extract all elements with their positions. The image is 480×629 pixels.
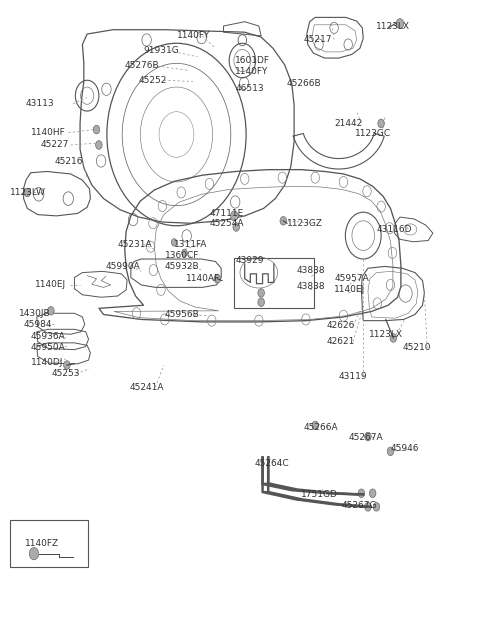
Text: 1140FY: 1140FY xyxy=(235,67,269,75)
Text: 45216: 45216 xyxy=(54,157,83,166)
Text: 1360CF: 1360CF xyxy=(165,251,199,260)
Text: 45266A: 45266A xyxy=(303,423,338,432)
Text: 91931G: 91931G xyxy=(144,46,180,55)
Circle shape xyxy=(258,298,264,306)
Text: 45267G: 45267G xyxy=(341,501,377,510)
Circle shape xyxy=(378,119,384,128)
Circle shape xyxy=(370,489,376,498)
Text: 42626: 42626 xyxy=(327,321,355,330)
Text: 45253: 45253 xyxy=(52,369,80,378)
Circle shape xyxy=(29,547,39,560)
Circle shape xyxy=(171,238,177,246)
Text: 45957A: 45957A xyxy=(334,274,369,283)
Text: 1140DJ: 1140DJ xyxy=(31,358,63,367)
Circle shape xyxy=(387,447,394,455)
Text: 1140EJ: 1140EJ xyxy=(334,286,365,294)
Bar xyxy=(11,520,88,567)
Text: 43838: 43838 xyxy=(297,265,325,275)
Text: 45266B: 45266B xyxy=(287,79,322,89)
Circle shape xyxy=(181,249,187,257)
Circle shape xyxy=(24,188,31,197)
Circle shape xyxy=(230,211,238,221)
Circle shape xyxy=(48,306,54,315)
Text: 45217: 45217 xyxy=(303,35,332,44)
Text: 45210: 45210 xyxy=(402,343,431,352)
Circle shape xyxy=(96,141,102,149)
Circle shape xyxy=(93,125,100,134)
Text: 45254A: 45254A xyxy=(209,219,244,228)
Text: 45956B: 45956B xyxy=(165,310,200,319)
Circle shape xyxy=(312,421,319,430)
Text: 45950A: 45950A xyxy=(31,343,65,352)
Text: 1123LW: 1123LW xyxy=(10,188,46,197)
Text: 1311FA: 1311FA xyxy=(174,240,207,248)
Text: 45990A: 45990A xyxy=(106,262,141,271)
Text: 1601DF: 1601DF xyxy=(235,56,270,65)
Text: 1123GZ: 1123GZ xyxy=(287,219,323,228)
Text: 1140EJ: 1140EJ xyxy=(36,281,67,289)
Text: 47111E: 47111E xyxy=(209,209,244,218)
Circle shape xyxy=(358,489,365,498)
Text: 1751GD: 1751GD xyxy=(301,490,338,499)
Text: 45936A: 45936A xyxy=(31,332,65,341)
Circle shape xyxy=(63,360,70,369)
Text: 45932B: 45932B xyxy=(165,262,199,271)
Circle shape xyxy=(373,503,380,511)
Text: 45252: 45252 xyxy=(139,75,167,85)
Circle shape xyxy=(280,216,287,225)
Circle shape xyxy=(396,19,404,28)
Text: 43113: 43113 xyxy=(26,99,55,108)
Text: 43119: 43119 xyxy=(339,372,367,381)
Text: 45267A: 45267A xyxy=(348,433,383,442)
Circle shape xyxy=(365,432,371,441)
Circle shape xyxy=(365,503,371,511)
Text: 43838: 43838 xyxy=(297,282,325,291)
Text: 45276B: 45276B xyxy=(125,61,159,70)
Text: 1140HF: 1140HF xyxy=(31,128,65,137)
Circle shape xyxy=(233,223,240,231)
Text: 42621: 42621 xyxy=(327,337,355,346)
Circle shape xyxy=(258,289,264,298)
Text: 45946: 45946 xyxy=(391,444,419,454)
Text: 43116D: 43116D xyxy=(376,225,412,234)
Text: 46513: 46513 xyxy=(235,84,264,93)
Text: 1123GC: 1123GC xyxy=(355,129,391,138)
Text: 1123LX: 1123LX xyxy=(376,21,410,31)
Text: 45241A: 45241A xyxy=(130,382,164,392)
Text: 45264C: 45264C xyxy=(254,459,289,468)
Text: 1430JB: 1430JB xyxy=(19,309,50,318)
Text: 45231A: 45231A xyxy=(118,240,152,248)
Text: 1140FY: 1140FY xyxy=(177,31,210,40)
Text: 1123LX: 1123LX xyxy=(370,330,403,339)
Text: 45984: 45984 xyxy=(24,320,52,329)
Text: 1140AF: 1140AF xyxy=(186,274,220,283)
Text: 21442: 21442 xyxy=(334,119,362,128)
Text: 1140FZ: 1140FZ xyxy=(24,539,59,548)
Circle shape xyxy=(214,274,221,283)
Circle shape xyxy=(390,333,396,342)
Text: 45227: 45227 xyxy=(40,140,69,150)
Bar xyxy=(234,258,314,308)
Text: 43929: 43929 xyxy=(235,256,264,265)
